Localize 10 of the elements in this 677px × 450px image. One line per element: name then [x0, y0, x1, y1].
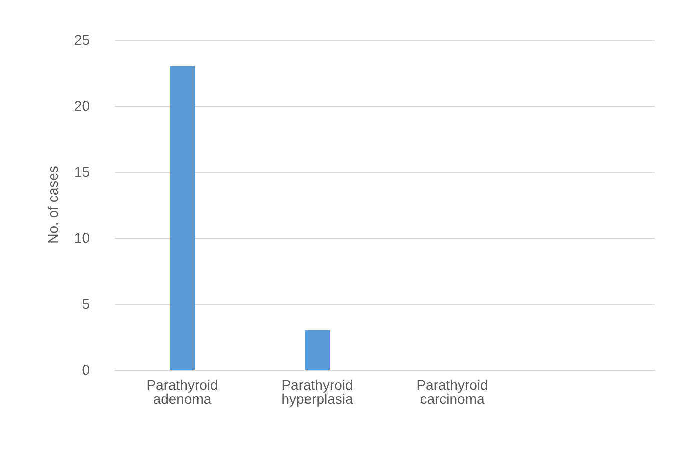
x-tick-label: Parathyroid carcinoma — [416, 377, 488, 407]
y-tick-label: 10 — [74, 230, 90, 246]
x-tick-label: Parathyroid hyperplasia — [282, 377, 354, 407]
x-tick-label: Parathyroid adenoma — [146, 377, 218, 407]
y-tick-label: 25 — [74, 32, 90, 48]
y-tick-label: 20 — [74, 98, 90, 114]
y-axis-title: No. of cases — [45, 166, 61, 244]
y-tick-label: 5 — [82, 296, 90, 312]
y-tick-label: 15 — [74, 164, 90, 180]
y-tick-label: 0 — [82, 362, 90, 378]
